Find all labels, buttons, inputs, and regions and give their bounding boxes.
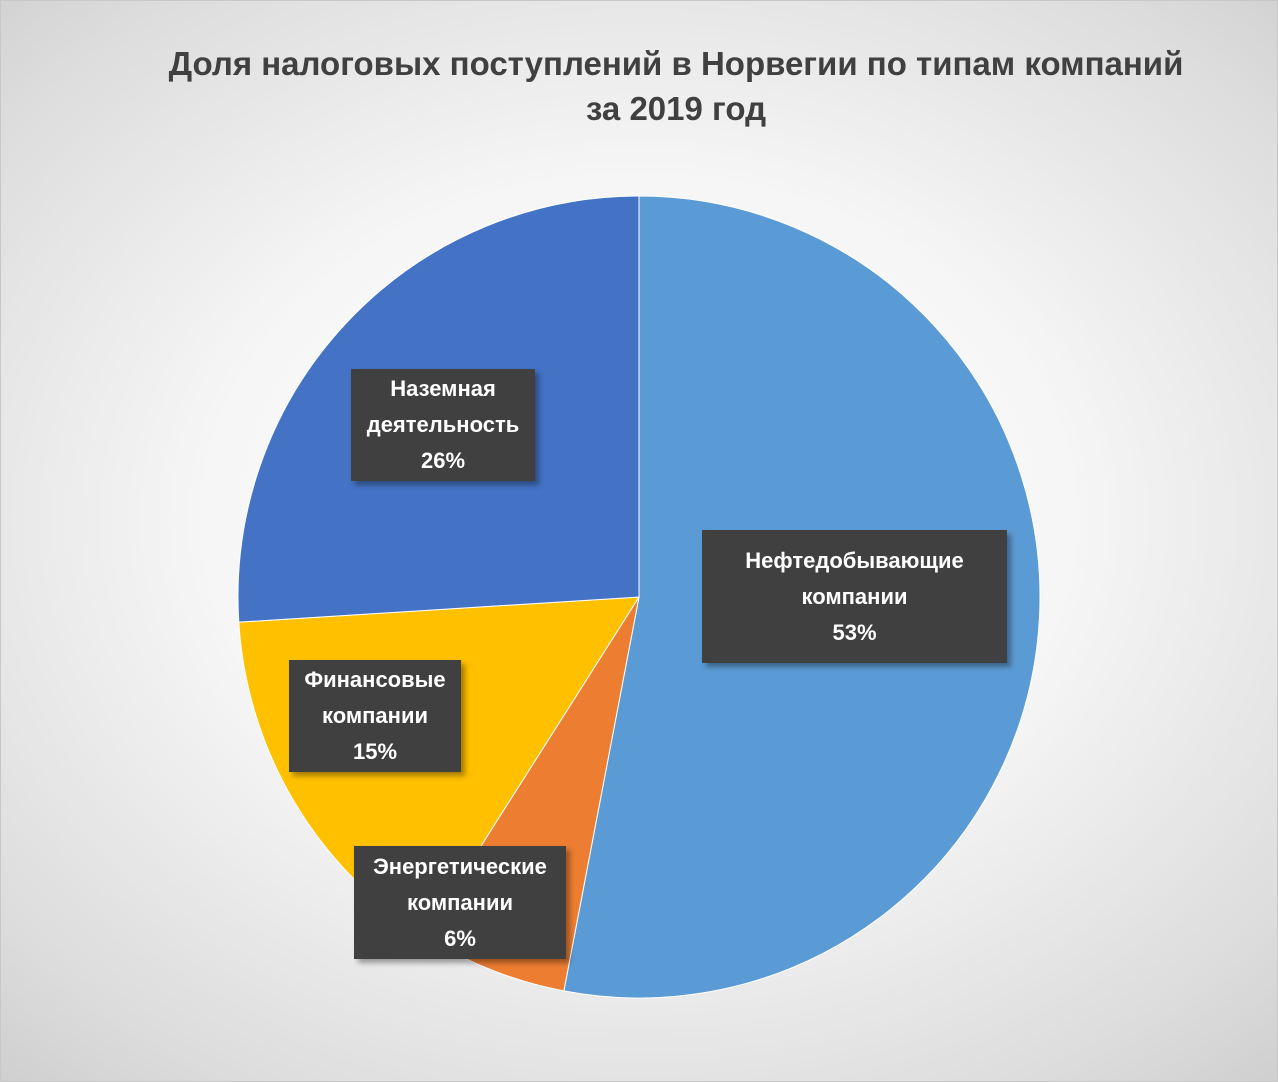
chart-title-line-1: Доля налоговых поступлений в Норвегии по…	[168, 45, 1184, 82]
chart-title-line-2: за 2019 год	[585, 90, 767, 127]
slice-label-line: компании	[321, 703, 428, 728]
chart-title: Доля налоговых поступлений в Норвегии по…	[101, 41, 1251, 131]
slice-label-line: компании	[801, 583, 908, 609]
data-label-onshore-activity: Наземная деятельность 26%	[351, 369, 535, 481]
slice-label-line: деятельность	[366, 412, 520, 437]
slice-value-label: 15%	[352, 739, 398, 764]
slice-label-line: Финансовые	[304, 667, 446, 692]
data-label-energy-companies: Энергетические компании 6%	[354, 846, 566, 959]
data-label-oil-companies: Нефтедобывающие компании 53%	[702, 530, 1007, 663]
slice-label-line: Энергетические	[373, 853, 547, 879]
slice-value-label: 53%	[832, 619, 877, 645]
slice-value-label: 26%	[420, 448, 466, 473]
data-label-financial-companies: Финансовые компании 15%	[289, 660, 461, 772]
slice-label-line: компании	[406, 889, 513, 915]
slice-label-line: Нефтедобывающие	[745, 547, 964, 573]
slice-value-label: 6%	[444, 925, 476, 951]
slice-label-line: Наземная	[390, 376, 496, 401]
